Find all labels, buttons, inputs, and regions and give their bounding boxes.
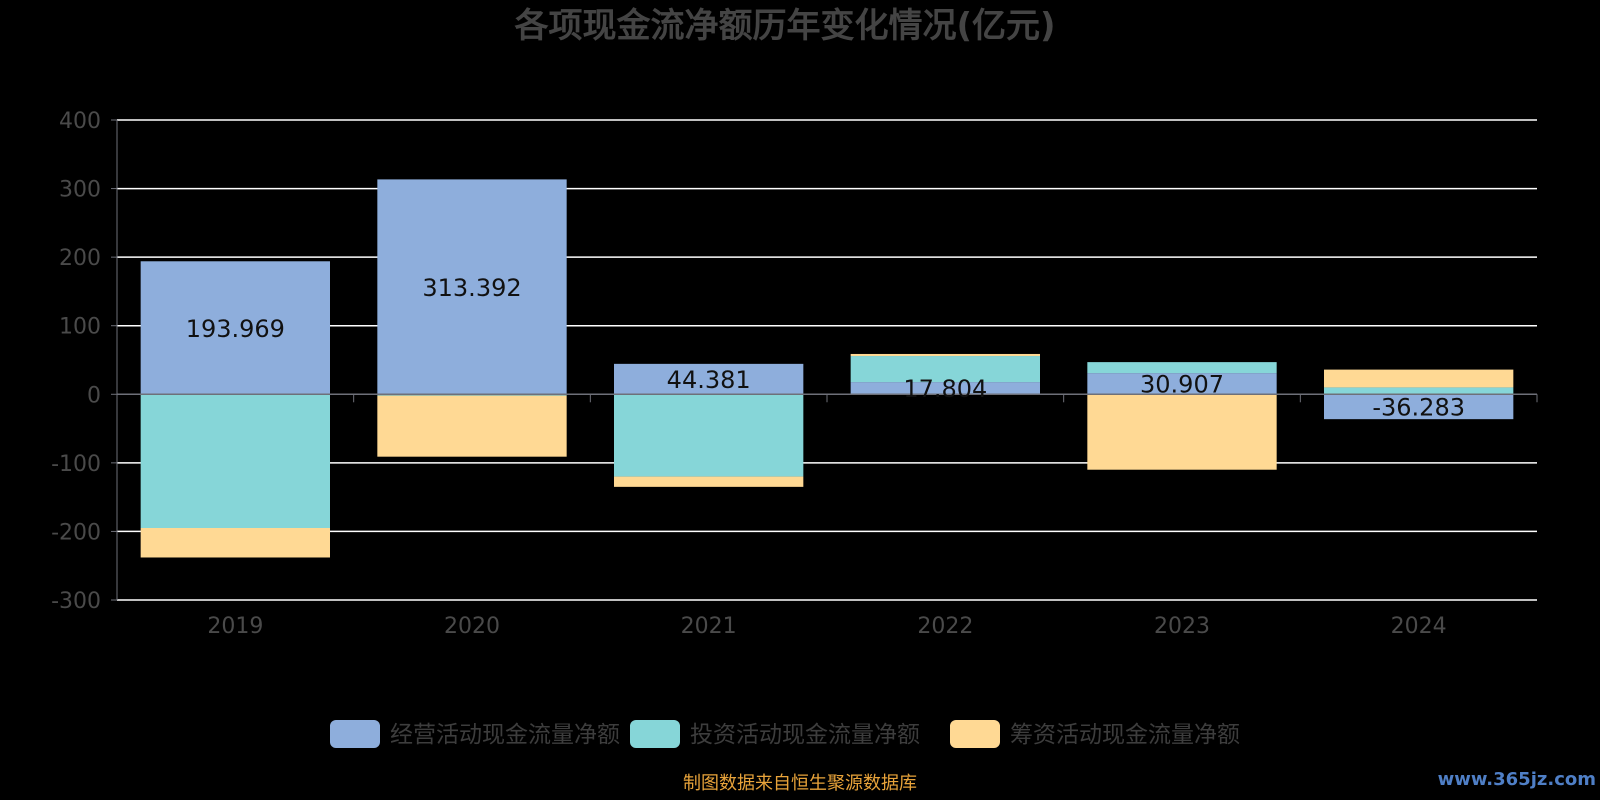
bar xyxy=(850,382,1040,395)
y-tick-label: 100 xyxy=(59,315,101,340)
x-tick-label: 2020 xyxy=(444,614,500,639)
bar-value-label: 193.969 xyxy=(186,315,285,343)
legend-label: 经营活动现金流量净额 xyxy=(390,722,620,748)
legend-label: 筹资活动现金流量净额 xyxy=(1010,722,1240,748)
bar xyxy=(377,179,567,395)
y-tick-label: 200 xyxy=(59,246,101,271)
y-tick-label: 0 xyxy=(87,383,101,408)
bar xyxy=(1087,394,1277,470)
bar xyxy=(377,395,567,457)
y-tick-label: 300 xyxy=(59,178,101,203)
legend-swatch xyxy=(630,720,680,748)
axes: 400 300 200 100 0 -100 -200 -300 2019 2020 2021 202… xyxy=(51,109,1538,639)
bar xyxy=(614,363,804,395)
x-tick-label: 2024 xyxy=(1391,614,1447,639)
bar xyxy=(1324,387,1514,395)
legend-swatch xyxy=(950,720,1000,748)
y-tick-label: 400 xyxy=(59,109,101,134)
bar xyxy=(1087,373,1277,395)
x-tick-label: 2021 xyxy=(681,614,737,639)
legend-swatch xyxy=(330,720,380,748)
bar xyxy=(140,261,330,395)
chart-title: 各项现金流净额历年变化情况(亿元) xyxy=(514,6,1055,46)
bar xyxy=(140,394,330,528)
legend-item[interactable]: 筹资活动现金流量净额 xyxy=(950,720,1240,748)
bar-value-label: 44.381 xyxy=(667,366,751,394)
x-tick-label: 2022 xyxy=(917,614,973,639)
watermark: www.365jz.com xyxy=(1438,769,1596,790)
bar-labels: 193.969 313.392 44.381 17.804 30.907 -36.283 xyxy=(186,274,1465,422)
x-tick-label: 2019 xyxy=(207,614,263,639)
bars xyxy=(140,179,1514,558)
bar-value-label: -36.283 xyxy=(1372,394,1465,422)
y-tick-label: -200 xyxy=(51,520,101,545)
grid xyxy=(117,119,1537,601)
bar xyxy=(140,528,330,558)
x-tick-label: 2023 xyxy=(1154,614,1210,639)
bar xyxy=(850,356,1040,383)
data-source-note: 制图数据来自恒生聚源数据库 xyxy=(683,773,917,794)
bar xyxy=(1324,394,1514,420)
y-tick-label: -100 xyxy=(51,452,101,477)
bar-value-label: 313.392 xyxy=(422,274,521,302)
y-tick-label: -300 xyxy=(51,589,101,614)
legend-item[interactable]: 投资活动现金流量净额 xyxy=(630,720,920,748)
bar xyxy=(1087,362,1277,374)
bar xyxy=(614,476,804,487)
bar xyxy=(1324,369,1514,388)
bar-value-label: 30.907 xyxy=(1140,371,1224,399)
bar xyxy=(614,394,804,477)
bar-value-label: 17.804 xyxy=(903,375,987,403)
legend-item[interactable]: 经营活动现金流量净额 xyxy=(330,720,620,748)
legend[interactable]: 经营活动现金流量净额 投资活动现金流量净额 筹资活动现金流量净额 xyxy=(330,720,1240,748)
legend-label: 投资活动现金流量净额 xyxy=(690,722,920,748)
bar xyxy=(850,353,1040,357)
